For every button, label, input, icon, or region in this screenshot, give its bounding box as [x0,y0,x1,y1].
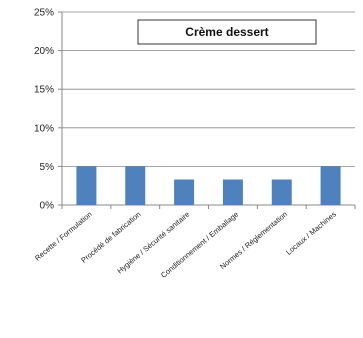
y-tick-label: 20% [34,46,54,57]
x-category-label: Locaux / Machines [284,209,338,256]
y-tick-label: 25% [34,8,54,19]
y-tick-label: 15% [34,85,54,96]
y-tick-label: 5% [40,162,55,173]
bar [125,166,146,205]
y-tick-labels: 0% 5% 10% 15% 20% 25% [34,8,54,212]
x-category-label: Conditionnement / Emballage [159,210,240,280]
axes [58,11,356,209]
y-tick-label: 0% [40,201,55,212]
gridlines [62,11,355,167]
chart-title: Crème dessert [185,25,268,39]
y-tick-label: 10% [34,123,54,134]
bars [76,166,341,205]
bar [271,179,292,205]
bar [222,179,243,205]
chart-title-box: Crème dessert [137,19,317,45]
bar [320,166,341,205]
bar [76,166,97,205]
bar [174,179,195,205]
